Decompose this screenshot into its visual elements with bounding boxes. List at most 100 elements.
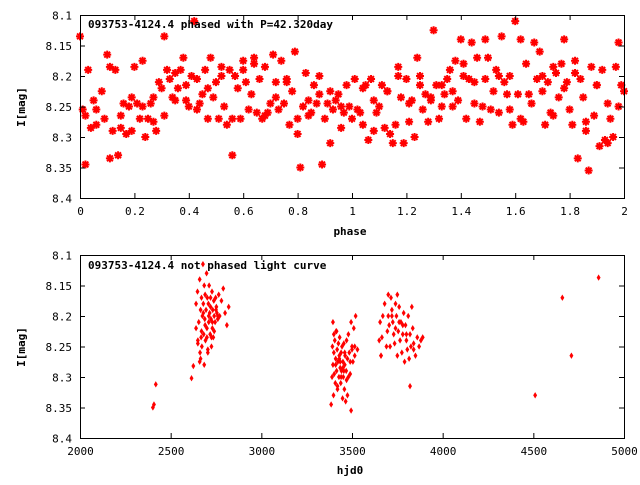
phased-data-point [467, 38, 476, 47]
phased-data-point [241, 78, 250, 87]
unphased-data-point [399, 349, 404, 356]
unphased-data-point [350, 358, 355, 365]
unphased-data-point [189, 375, 194, 382]
phased-data-point [187, 72, 196, 80]
phased-data-point [367, 75, 376, 84]
unphased-data-point [208, 303, 213, 311]
phased-data-point [603, 139, 612, 148]
unphased-data-point [204, 270, 209, 277]
phased-data-point [595, 142, 604, 151]
phased-data-point [103, 50, 112, 59]
phased-data-point [350, 75, 359, 84]
unphased-data-point [400, 321, 405, 329]
unphased-data-point [210, 325, 215, 332]
unphased-data-point [345, 392, 350, 399]
unphased-data-point [334, 367, 339, 375]
phased-data-point [584, 166, 593, 175]
phased-x-tick-label: 0.4 [179, 205, 199, 218]
phased-data-point [160, 32, 169, 41]
phased-data-point [154, 78, 163, 87]
unphased-data-point [202, 361, 207, 368]
phased-data-point [345, 102, 354, 111]
unphased-data-point [204, 306, 208, 314]
phased-data-point [290, 47, 299, 56]
phased-data-point [247, 90, 256, 99]
phased-data-point [266, 99, 275, 108]
phased-data-point [459, 59, 468, 68]
phased-data-point [508, 120, 517, 129]
unphased-data-point [410, 325, 415, 332]
unphased-y-tick-label: 8.15 [46, 280, 73, 293]
phased-x-axis-label: phase [333, 225, 366, 238]
unphased-data-point [202, 282, 207, 289]
phased-data-point [138, 102, 147, 111]
phased-data-point [451, 56, 460, 65]
phased-data-point [293, 129, 302, 138]
phased-data-point [138, 56, 147, 65]
phased-data-point [157, 84, 166, 93]
phased-data-point [116, 123, 125, 132]
unphased-data-point [330, 373, 335, 381]
phased-data-point [252, 108, 261, 117]
unphased-data-point [389, 312, 394, 320]
unphased-data-point [224, 321, 229, 329]
unphased-data-point [403, 321, 408, 329]
phased-data-point [396, 93, 405, 102]
unphased-data-point [408, 331, 412, 338]
phased-data-point [81, 160, 90, 169]
phased-data-point [383, 87, 392, 96]
phased-data-point [448, 87, 457, 96]
phased-data-point [426, 93, 435, 102]
unphased-y-tick-label: 8.25 [46, 341, 73, 354]
unphased-data-point [343, 398, 348, 405]
phased-data-point [328, 105, 337, 114]
phased-data-point [530, 38, 539, 47]
unphased-data-point [199, 343, 204, 350]
phased-data-point [86, 123, 95, 132]
unphased-data-point [395, 352, 400, 359]
phased-y-tick-label: 8.25 [46, 101, 73, 114]
unphased-data-point [209, 334, 214, 341]
unphased-data-point [194, 300, 199, 307]
phased-data-point [116, 111, 125, 120]
phased-data-point [609, 133, 618, 141]
phased-data-point [380, 123, 389, 132]
phased-data-point [323, 99, 332, 108]
unphased-data-point [390, 318, 395, 326]
phased-data-point [399, 139, 408, 148]
unphased-data-point [340, 343, 344, 350]
unphased-data-point [355, 346, 360, 353]
phased-x-tick-label: 0.6 [234, 205, 254, 218]
phased-data-point [119, 99, 128, 108]
unphased-data-point [351, 325, 356, 332]
phased-light-curve-chart: 0 0.2 0.4 0.6 0.8 1 1.2 1.4 1.6 1.8 2 8.18.158.28.… [15, 10, 628, 238]
unphased-data-point [215, 312, 220, 320]
unphased-x-tick-label: 5000 [611, 445, 638, 458]
unphased-data-point [201, 331, 206, 338]
phased-y-tick-label: 8.4 [52, 193, 72, 206]
phased-data-point [579, 93, 588, 102]
phased-data-point [581, 117, 590, 126]
phased-data-point [535, 47, 544, 56]
unphased-data-point [417, 343, 422, 350]
phased-y-tick-label: 8.2 [52, 71, 72, 84]
phased-y-tick-label: 8.15 [46, 40, 73, 53]
phased-data-point [473, 53, 482, 62]
phased-data-point [165, 75, 174, 84]
unphased-data-point [335, 382, 340, 390]
phased-x-axis-ticks: 0 0.2 0.4 0.6 0.8 1 1.2 1.4 1.6 1.8 2 [77, 15, 628, 218]
unphased-data-point [196, 318, 201, 326]
phased-data-point [326, 87, 335, 96]
unphased-data-point [342, 361, 347, 368]
unphased-data-point [396, 328, 401, 335]
unphased-data-point [213, 318, 218, 326]
unphased-data-point [211, 297, 216, 304]
phased-data-point [173, 84, 182, 93]
phased-data-point [114, 151, 123, 160]
unphased-x-tick-label: 2000 [67, 445, 94, 458]
phased-data-point [492, 65, 501, 74]
phased-data-point [192, 105, 201, 114]
unphased-data-point [384, 343, 389, 350]
phased-data-point [144, 114, 152, 123]
phased-data-point [464, 75, 473, 84]
